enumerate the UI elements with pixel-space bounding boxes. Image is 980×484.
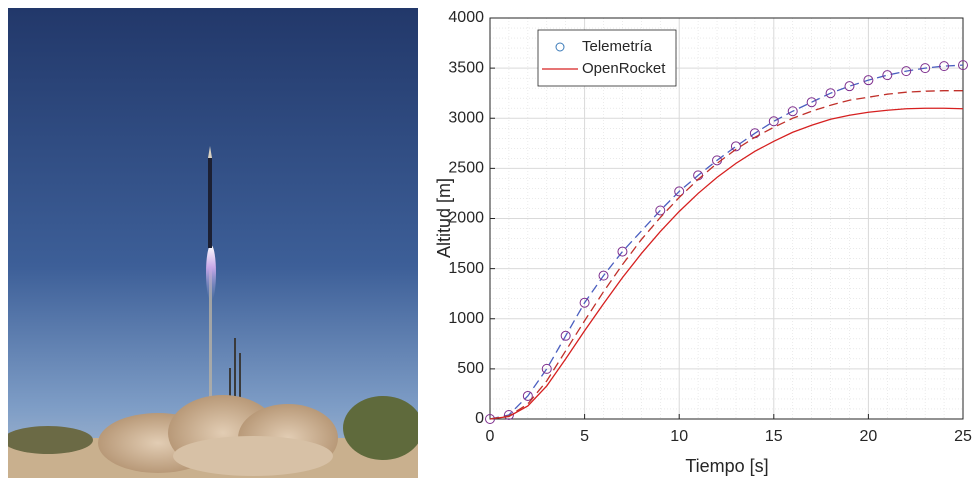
y-tick-label: 3500 <box>448 59 484 76</box>
data-point <box>806 97 817 108</box>
exhaust-flame <box>206 245 216 301</box>
data-point <box>768 116 779 127</box>
data-point <box>560 330 571 341</box>
y-tick-label: 2000 <box>448 210 484 227</box>
data-point <box>541 363 552 374</box>
data-point <box>825 88 836 99</box>
series-line <box>489 107 964 420</box>
bush <box>343 396 418 460</box>
rocket-nose <box>208 146 212 158</box>
series-line <box>489 90 963 420</box>
data-point <box>674 186 685 197</box>
legend-label: OpenRocket <box>582 60 666 77</box>
data-point <box>901 66 912 77</box>
data-point <box>844 81 855 92</box>
y-tick-label: 0 <box>475 410 484 427</box>
y-tick-label: 1500 <box>448 260 484 277</box>
x-tick-label: 15 <box>765 428 783 445</box>
y-tick-label: 2500 <box>448 160 484 177</box>
data-point <box>958 60 968 71</box>
launch-rail <box>234 338 236 423</box>
data-point <box>503 409 514 420</box>
data-point <box>522 390 533 401</box>
x-tick-label: 5 <box>580 428 589 445</box>
data-point <box>787 106 798 117</box>
legend-marker <box>555 42 565 52</box>
series-line <box>489 64 964 420</box>
x-axis-label: Tiempo [s] <box>685 456 768 476</box>
launch-rail <box>239 353 241 423</box>
x-tick-label: 20 <box>860 428 878 445</box>
x-tick-label: 0 <box>486 428 495 445</box>
chart: Altitud [m] Tiempo [s] 0 500 1000 1500 2000 2… <box>434 9 972 476</box>
plot-frame <box>489 17 964 420</box>
data-point <box>882 70 893 81</box>
x-tick-label: 25 <box>954 428 972 445</box>
y-tick-label: 1000 <box>448 310 484 327</box>
bush <box>8 426 93 454</box>
rocket <box>208 158 212 248</box>
legend-label: Telemetría <box>582 38 653 55</box>
data-point <box>939 61 950 72</box>
data-point <box>655 205 666 216</box>
data-point <box>920 63 931 74</box>
launch-photo <box>8 8 418 478</box>
x-tick-label: 10 <box>670 428 688 445</box>
y-axis-label: Altitud [m] <box>434 178 454 258</box>
y-tick-label: 500 <box>457 360 484 377</box>
launch-rail <box>209 238 212 423</box>
data-point <box>617 246 628 257</box>
data-point <box>863 75 874 86</box>
data-point <box>579 297 590 308</box>
data-point <box>598 270 609 281</box>
legend-box <box>537 29 677 87</box>
y-tick-label: 3000 <box>448 109 484 126</box>
y-tick-label: 4000 <box>448 9 484 26</box>
dust-cloud <box>173 436 333 476</box>
